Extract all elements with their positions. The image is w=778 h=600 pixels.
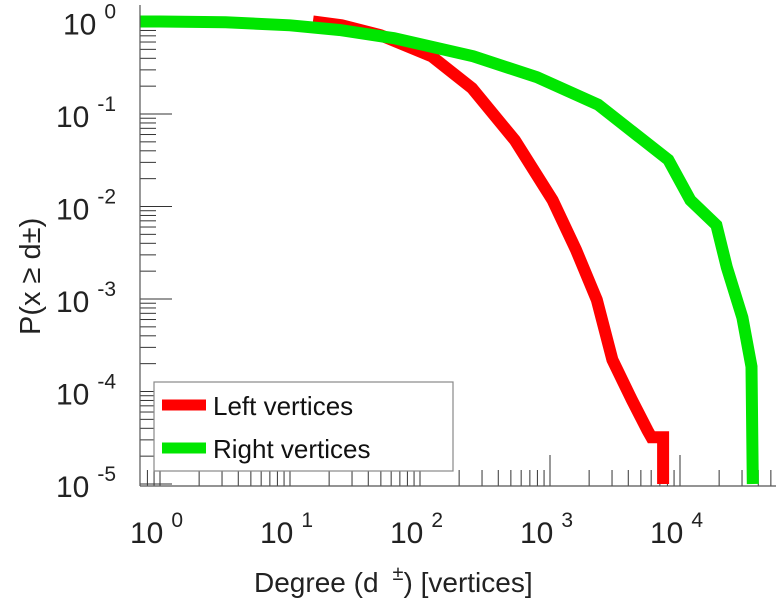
x-tick-label-base: 10: [130, 517, 163, 550]
y-tick-label-base: 10: [56, 101, 89, 134]
ticks: [140, 21, 772, 486]
series-lines: [139, 15, 759, 485]
y-tick-label-base: 10: [56, 379, 89, 412]
x-axis-label-sup: ±: [393, 563, 404, 585]
x-tick-label: 10 2: [390, 509, 443, 550]
y-axis-label: P(x ≥ d±): [15, 218, 47, 335]
x-tick-label-base: 10: [390, 517, 423, 550]
y-tick-label: 10 -4: [56, 371, 116, 412]
y-tick-label-exp: -3: [97, 278, 116, 301]
x-tick-label: 10 3: [520, 509, 573, 550]
x-tick-label-base: 10: [650, 517, 683, 550]
x-tick-label-exp: 1: [301, 509, 313, 532]
y-tick-label-exp: -5: [97, 463, 116, 486]
y-tick-label: 10 -2: [56, 186, 116, 227]
y-tick-label-exp: -4: [97, 371, 116, 394]
x-tick-label: 10 4: [650, 509, 703, 550]
legend: Left vertices Right vertices: [153, 381, 454, 472]
x-tick-label: 10 0: [130, 509, 183, 550]
x-tick-label: 10 1: [260, 509, 313, 550]
y-tick-label-base: 10: [56, 286, 89, 319]
x-axis-label: Degree (d ±) [vertices]: [254, 563, 533, 598]
x-axis-label-pre: Degree (d: [254, 567, 379, 598]
y-tick-label-base: 10: [56, 194, 89, 227]
y-tick-label-exp: -1: [97, 93, 116, 116]
y-tick-label-exp: 0: [104, 1, 116, 24]
tick-labels: 10 0 10 1 10 2 10 3 10 4 10 0 10 -1 10 -2 10 -3 10 -4 10 -5: [56, 1, 703, 551]
y-tick-label: 10 0: [63, 1, 116, 42]
y-tick-label: 10 -5: [56, 463, 116, 504]
x-axis-label-post: ) [vertices]: [404, 567, 533, 598]
y-tick-label-base: 10: [56, 471, 89, 504]
legend-label-left: Left vertices: [213, 391, 353, 421]
series-line-right-vertices: [139, 15, 759, 485]
legend-label-right: Right vertices: [213, 434, 371, 464]
x-tick-label-base: 10: [520, 517, 553, 550]
x-tick-label-exp: 3: [561, 509, 573, 532]
y-tick-label: 10 -3: [56, 278, 116, 319]
x-tick-label-base: 10: [260, 517, 293, 550]
y-tick-label: 10 -1: [56, 93, 116, 134]
y-tick-label-exp: -2: [97, 186, 116, 209]
x-tick-label-exp: 4: [691, 509, 703, 532]
y-tick-label-base: 10: [63, 9, 96, 42]
x-tick-label-exp: 2: [431, 509, 443, 532]
legend-box: [153, 381, 454, 472]
x-tick-label-exp: 0: [171, 509, 183, 532]
